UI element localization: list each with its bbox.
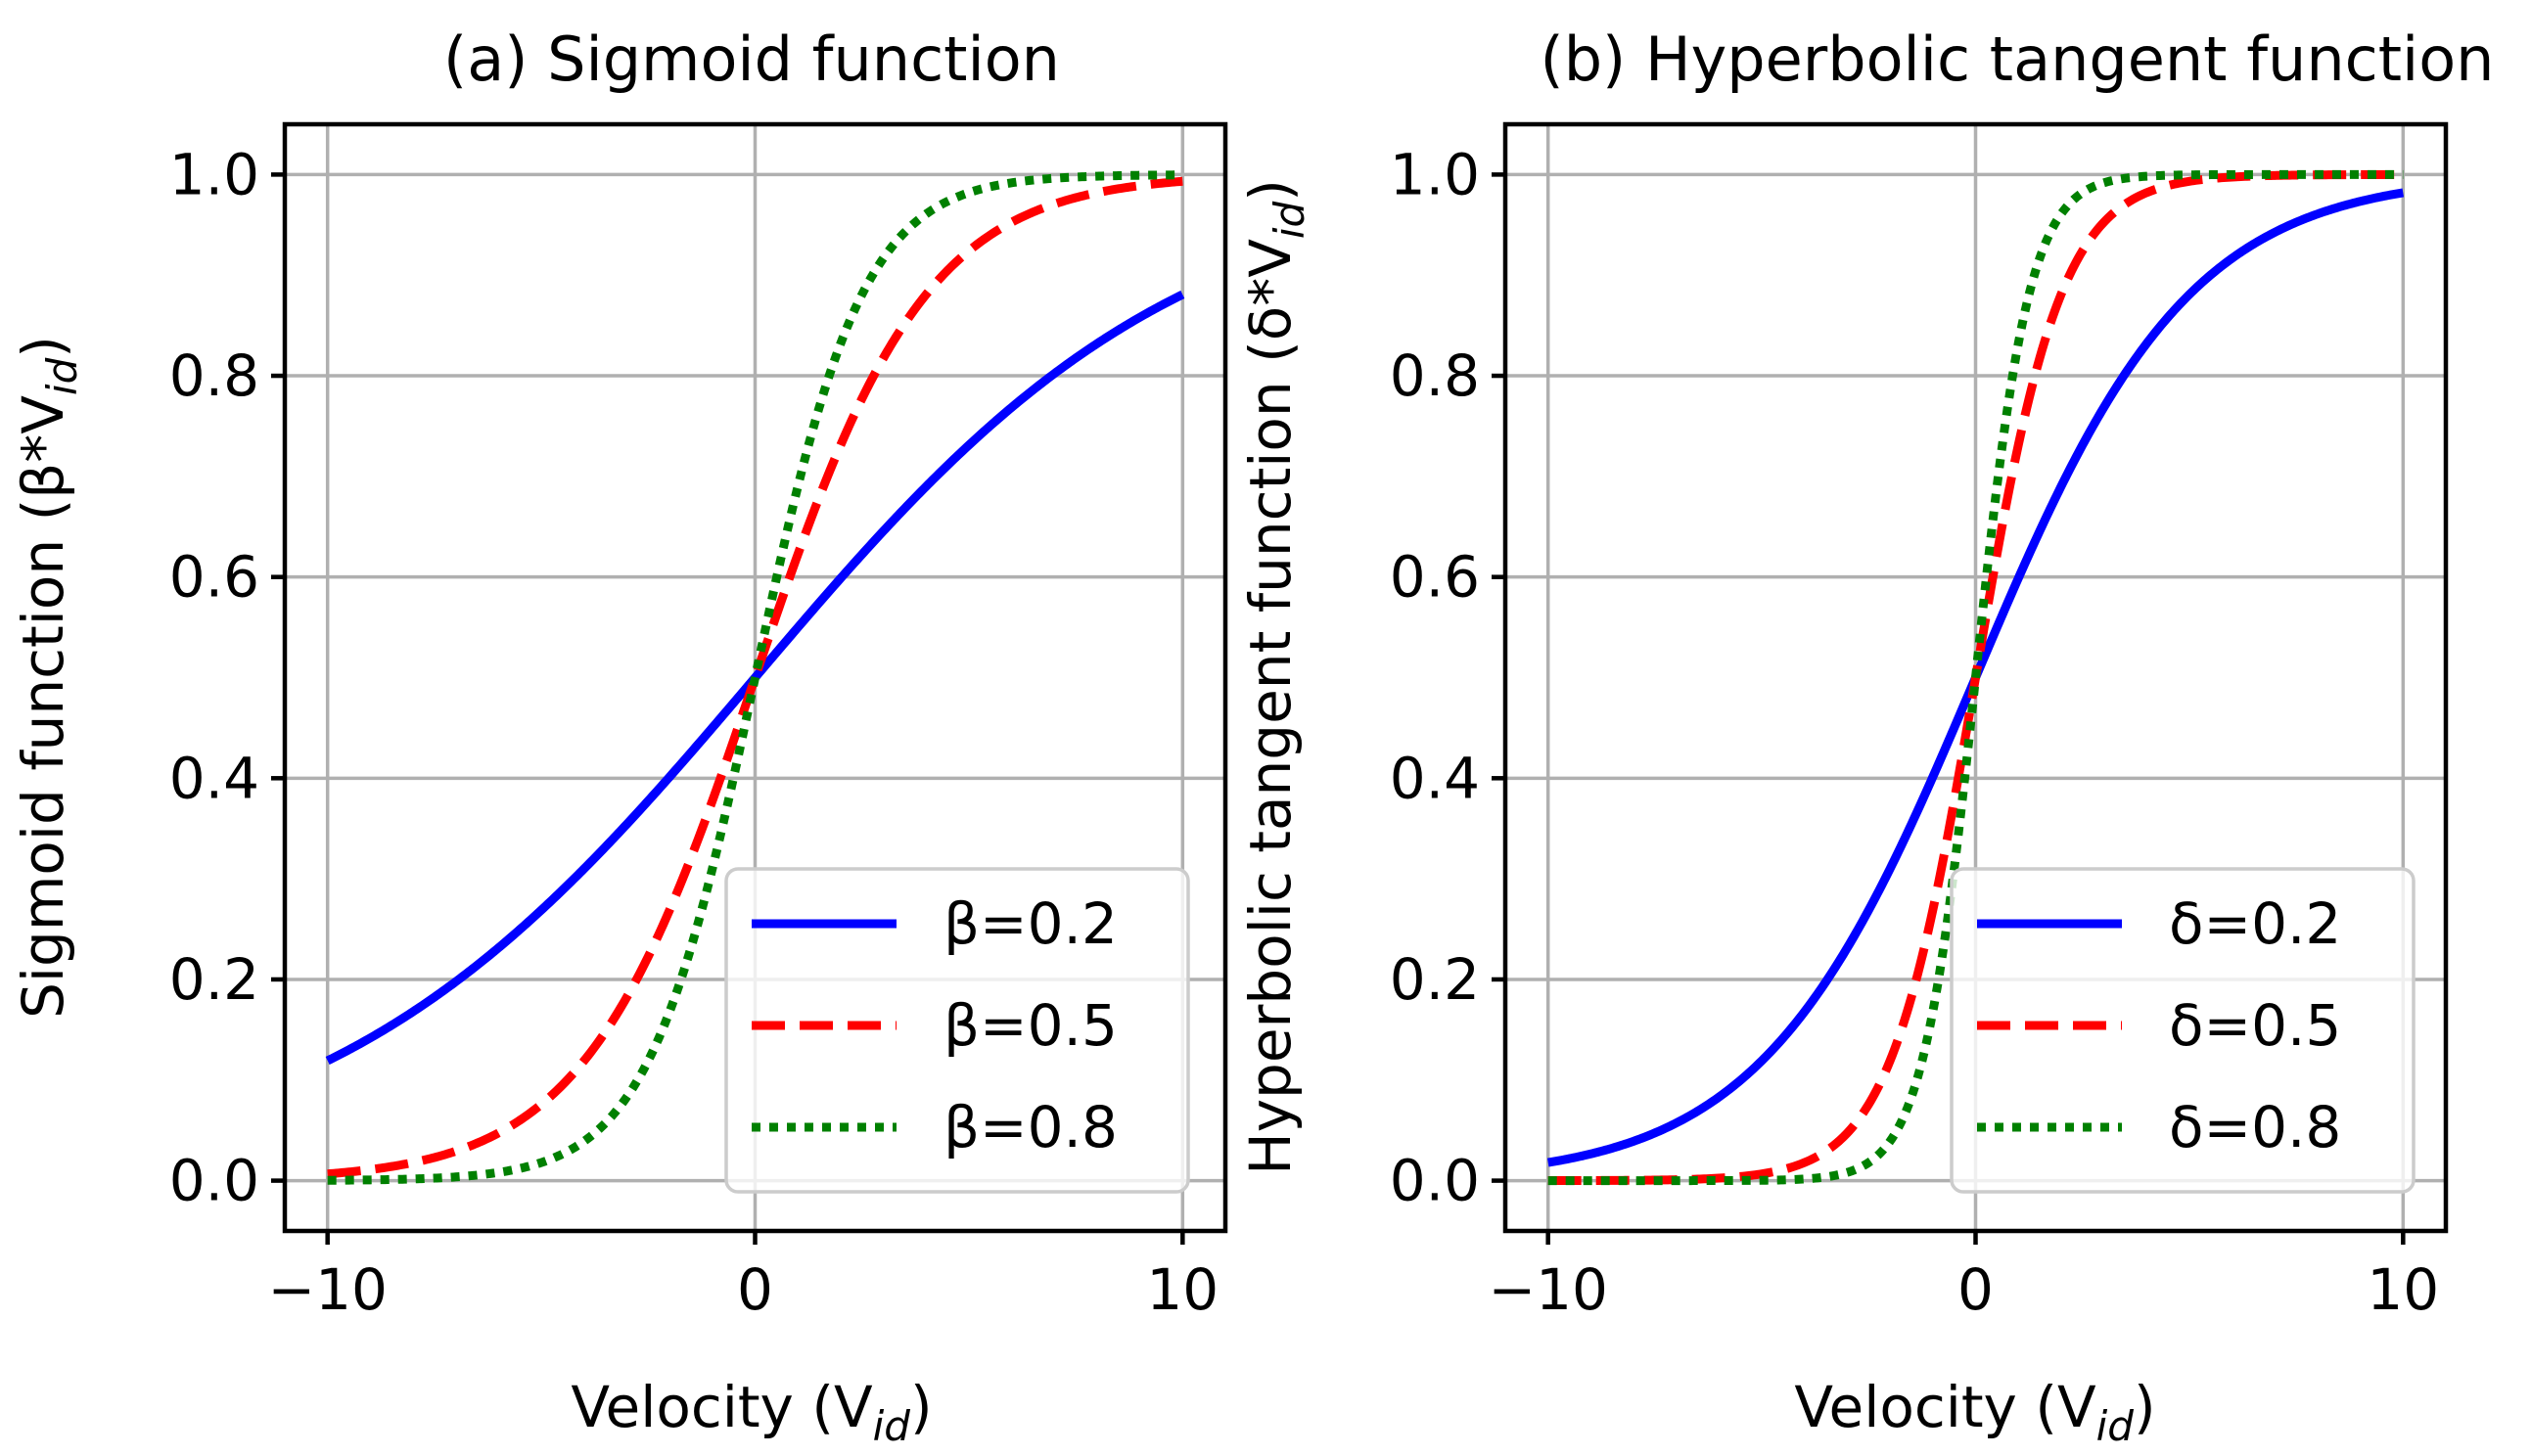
legend: β=0.2 β=0.5 β=0.8 [724, 867, 1190, 1194]
x-axis-label-text: Velocity (V [571, 1374, 873, 1440]
x-tick-label: 0 [737, 1256, 773, 1323]
y-tick-label: 1.0 [169, 141, 259, 207]
legend: δ=0.2 δ=0.5 δ=0.8 [1950, 867, 2416, 1194]
x-axis-label: Velocity (Vid) [1794, 1374, 2155, 1450]
y-axis-label-tail: ) [10, 336, 76, 358]
y-tick-label: 0.2 [1390, 946, 1480, 1013]
legend-label-3: β=0.8 [943, 1094, 1118, 1160]
y-tick-label: 1.0 [1390, 141, 1480, 207]
y-tick-label: 0.6 [1390, 544, 1480, 611]
svg-text:Velocity (Vid): Velocity (Vid) [1794, 1374, 2155, 1450]
y-axis-label-subscript: id [38, 357, 86, 395]
x-tick-label: 10 [1146, 1256, 1219, 1323]
x-tick-label: −10 [1488, 1256, 1607, 1323]
y-tick-label: 0.8 [169, 342, 259, 409]
x-tick-label: 10 [2367, 1256, 2439, 1323]
x-axis-label-subscript: id [873, 1402, 911, 1450]
y-tick-label: 0.6 [169, 544, 259, 611]
svg-text:Velocity (Vid): Velocity (Vid) [571, 1374, 932, 1450]
y-tick-label: 0.8 [1390, 342, 1480, 409]
y-axis-label-text: Sigmoid function (β*V [10, 395, 76, 1019]
x-tick-label: −10 [267, 1256, 387, 1323]
y-axis-label: Sigmoid function (β*Vid) [10, 336, 86, 1019]
panel-sigmoid: (a) Sigmoid function −10 0 10 0.0 0.2 0.4 0.6 0… [10, 23, 1228, 1450]
y-tick-label: 0.4 [169, 745, 259, 811]
x-axis-label: Velocity (Vid) [571, 1374, 932, 1450]
chart-title: (b) Hyperbolic tangent function [1541, 23, 2495, 95]
legend-label-3: δ=0.8 [2169, 1094, 2341, 1160]
y-axis-label: Hyperbolic tangent function (δ*Vid) [1237, 179, 1313, 1175]
y-tick-label: 0.0 [169, 1148, 259, 1214]
series-line-3 [327, 170, 1183, 1185]
y-axis-label-tail: ) [1237, 179, 1304, 202]
legend-label-2: β=0.5 [943, 992, 1118, 1059]
legend-label-2: δ=0.5 [2169, 992, 2341, 1059]
x-axis-label-text: Velocity (V [1794, 1374, 2096, 1440]
svg-text:Hyperbolic tangent function (δ: Hyperbolic tangent function (δ*Vid) [1237, 179, 1313, 1175]
series-line-3 [1547, 169, 2404, 1186]
y-tick-label: 0.4 [1390, 745, 1480, 811]
chart-title: (a) Sigmoid function [443, 23, 1060, 95]
x-axis-label-tail: ) [910, 1374, 933, 1440]
legend-label-1: δ=0.2 [2169, 890, 2341, 957]
panel-tanh: (b) Hyperbolic tangent function −10 0 10 0.… [1237, 23, 2494, 1450]
x-axis-label-subscript: id [2096, 1402, 2135, 1450]
x-tick-label: 0 [1957, 1256, 1994, 1323]
svg-text:Sigmoid function (β*Vid): Sigmoid function (β*Vid) [10, 336, 86, 1019]
legend-box [1950, 867, 2416, 1194]
legend-label-1: β=0.2 [943, 890, 1118, 957]
y-axis-label-text: Hyperbolic tangent function (δ*V [1237, 239, 1304, 1175]
x-axis-label-tail: ) [2134, 1374, 2156, 1440]
legend-box [724, 867, 1190, 1194]
y-axis-label-subscript: id [1266, 201, 1313, 239]
y-tick-label: 0.2 [169, 946, 259, 1013]
y-tick-label: 0.0 [1390, 1148, 1480, 1214]
series-line-2 [327, 176, 1183, 1179]
